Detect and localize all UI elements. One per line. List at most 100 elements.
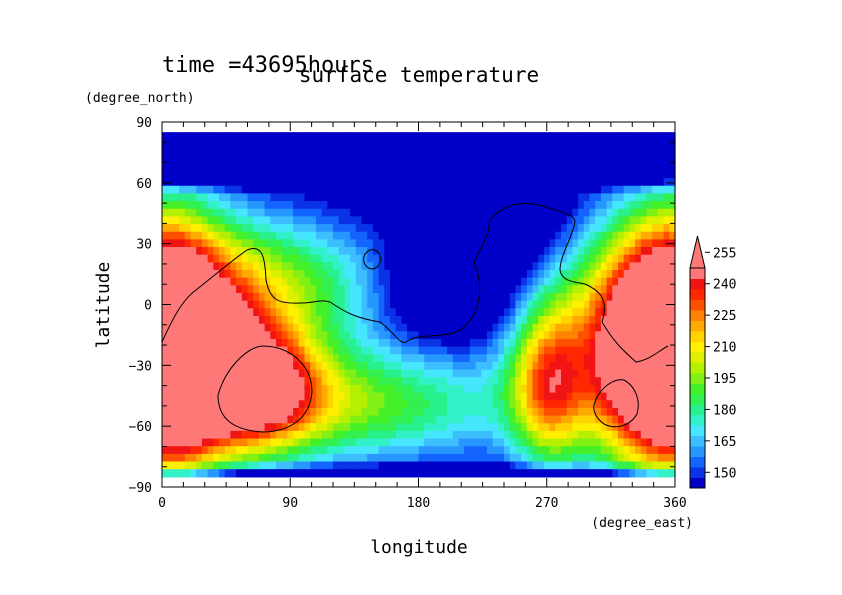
field-cell	[167, 469, 174, 478]
field-cell	[424, 208, 431, 217]
field-cell	[515, 155, 522, 164]
field-cell	[310, 178, 317, 187]
field-cell	[475, 407, 482, 417]
field-cell	[486, 208, 494, 217]
field-cell	[258, 308, 266, 317]
field-cell	[452, 423, 459, 432]
field-cell	[310, 162, 317, 172]
x-tick-label: 90	[282, 496, 298, 511]
field-cell	[618, 155, 625, 164]
field-cell	[213, 407, 220, 417]
field-cell	[224, 285, 231, 294]
field-cell	[435, 354, 442, 363]
field-cell	[669, 247, 676, 256]
field-cell	[458, 423, 465, 432]
field-cell	[412, 201, 420, 210]
field-cell	[566, 407, 573, 417]
field-cell	[509, 377, 516, 386]
field-cell	[412, 453, 420, 463]
field-cell	[435, 392, 442, 401]
field-cell	[452, 262, 459, 271]
field-cell	[441, 262, 448, 271]
field-cell	[196, 338, 203, 348]
field-cell	[224, 400, 231, 409]
field-cell	[555, 323, 562, 332]
field-cell	[646, 170, 653, 179]
field-cell	[635, 147, 642, 156]
field-cell	[549, 170, 556, 179]
field-cell	[293, 178, 300, 187]
field-cell	[532, 369, 539, 378]
field-cell	[196, 170, 203, 179]
coastline-contours	[161, 203, 669, 433]
field-cell	[458, 438, 465, 447]
field-cell	[424, 239, 431, 248]
field-cell	[321, 338, 328, 348]
field-cell	[298, 247, 306, 256]
field-cell	[350, 270, 357, 279]
field-cell	[646, 185, 653, 195]
field-cell	[492, 277, 499, 286]
field-cell	[469, 392, 477, 401]
field-cell	[350, 438, 357, 447]
field-cell	[652, 201, 659, 210]
field-cell	[281, 162, 288, 172]
field-cell	[435, 338, 442, 348]
field-cell	[504, 323, 511, 332]
field-cell	[669, 354, 676, 363]
field-cell	[338, 308, 345, 317]
field-cell	[663, 400, 670, 409]
field-cell	[441, 239, 448, 248]
field-cell	[247, 254, 254, 263]
field-cell	[253, 132, 260, 141]
field-cell	[629, 400, 636, 409]
field-cell	[452, 270, 459, 279]
field-cell	[549, 231, 556, 240]
field-cell	[372, 201, 380, 210]
field-cell	[498, 247, 505, 256]
field-cell	[407, 461, 414, 470]
field-cell	[640, 201, 648, 210]
field-cell	[162, 185, 169, 195]
field-cell	[253, 461, 260, 470]
field-cell	[549, 354, 556, 363]
field-cell	[401, 392, 408, 401]
x-tick-label: 270	[535, 496, 558, 511]
field-cell	[390, 323, 397, 332]
field-cell	[424, 139, 431, 149]
field-cell	[378, 315, 385, 325]
field-cell	[452, 323, 459, 332]
field-cell	[583, 147, 591, 156]
field-cell	[344, 285, 351, 294]
field-cell	[418, 361, 425, 371]
field-cell	[600, 453, 608, 463]
field-cell	[293, 446, 300, 455]
field-cell	[663, 446, 670, 455]
field-cell	[355, 392, 363, 401]
field-cell	[327, 185, 334, 195]
field-cell	[310, 430, 317, 440]
field-cell	[350, 423, 357, 432]
field-cell	[424, 392, 431, 401]
field-cell	[612, 338, 619, 348]
field-cell	[555, 369, 562, 378]
field-cell	[521, 438, 528, 447]
field-cell	[219, 162, 226, 172]
field-cell	[447, 361, 454, 371]
field-cell	[418, 415, 425, 424]
field-cell	[583, 170, 591, 179]
field-cell	[355, 285, 363, 294]
field-cell	[219, 208, 226, 217]
field-cell	[213, 384, 220, 394]
field-cell	[310, 354, 317, 363]
field-cell	[526, 277, 534, 286]
field-cell	[521, 277, 528, 286]
field-cell	[258, 430, 266, 440]
field-cell	[315, 331, 323, 340]
field-cell	[646, 331, 653, 340]
field-cell	[652, 331, 659, 340]
field-cell	[561, 247, 568, 256]
field-cell	[606, 461, 613, 470]
field-cell	[173, 231, 180, 240]
